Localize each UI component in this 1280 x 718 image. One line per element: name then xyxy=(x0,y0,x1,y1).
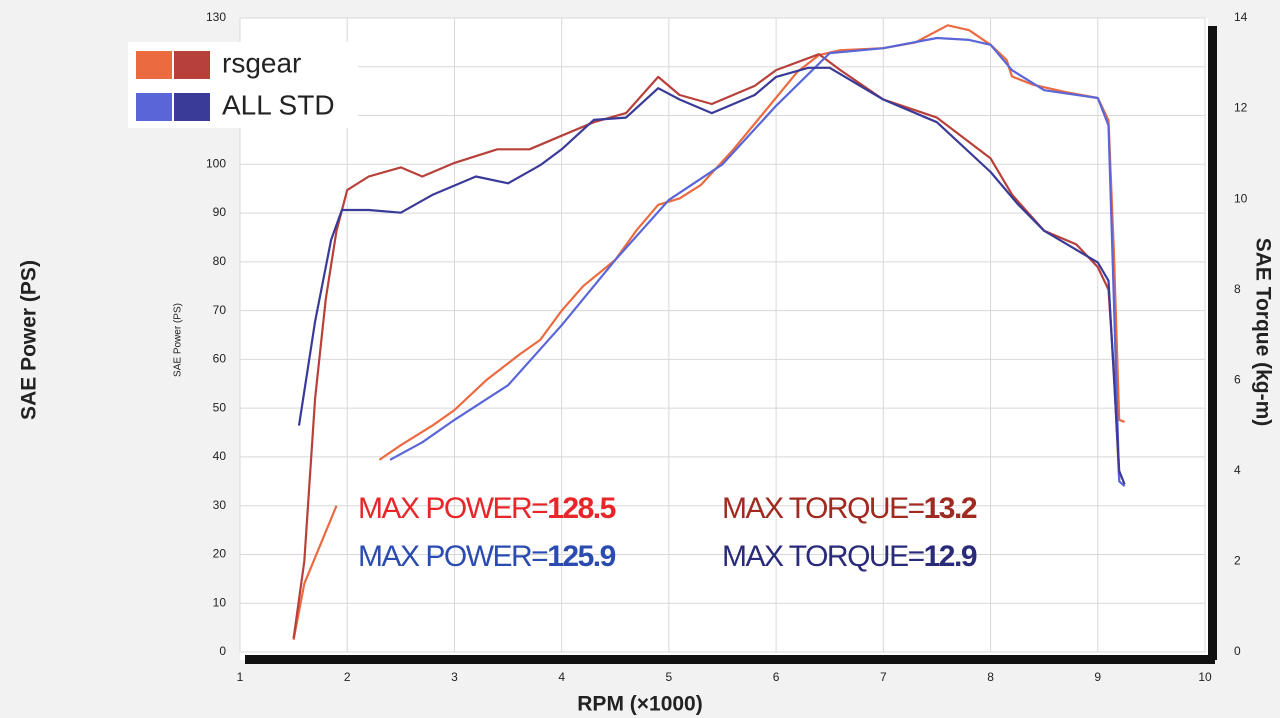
y-tick-label: 100 xyxy=(206,156,226,170)
y-tick-label: 20 xyxy=(213,547,227,561)
y2-tick-label: 10 xyxy=(1234,191,1248,205)
legend-swatch xyxy=(136,93,172,121)
annotation-value: 13.2 xyxy=(924,492,977,525)
y-tick-label: 50 xyxy=(213,400,227,414)
x-tick-label: 9 xyxy=(1094,670,1101,684)
y-tick-label: 40 xyxy=(213,449,227,463)
x-tick-label: 10 xyxy=(1198,670,1212,684)
y-tick-label: 0 xyxy=(219,644,226,658)
plot-area xyxy=(240,18,1208,660)
annotation-value: 125.9 xyxy=(547,540,615,573)
y2-tick-label: 4 xyxy=(1234,463,1241,477)
y2-tick-label: 2 xyxy=(1234,554,1241,568)
curve xyxy=(389,36,1126,488)
inner-y-label: SAE Power (PS) xyxy=(173,303,184,377)
legend-swatch xyxy=(174,93,210,121)
grid: 1234567891001020304050607080901001101201… xyxy=(206,10,1248,684)
x-tick-label: 1 xyxy=(237,670,244,684)
annotation-label: MAX POWER= xyxy=(358,492,548,525)
legend-swatch xyxy=(136,51,172,79)
y2-tick-label: 6 xyxy=(1234,372,1241,386)
legend-label: rsgear xyxy=(222,47,301,78)
annotation: MAX POWER=128.5 xyxy=(358,492,616,525)
annotation-value: 12.9 xyxy=(924,540,977,573)
y2-tick-label: 14 xyxy=(1234,10,1248,24)
y-tick-label: 60 xyxy=(213,352,227,366)
x-axis-bar xyxy=(245,655,1215,664)
x-tick-label: 6 xyxy=(773,670,780,684)
x-tick-label: 8 xyxy=(987,670,994,684)
y-tick-label: 90 xyxy=(213,205,227,219)
annotation-value: 128.5 xyxy=(547,492,615,525)
y2-tick-label: 12 xyxy=(1234,101,1248,115)
annotation-label: MAX TORQUE= xyxy=(722,492,925,525)
y-tick-label: 30 xyxy=(213,498,227,512)
annotation: MAX TORQUE=13.2 xyxy=(722,492,977,525)
x-tick-label: 5 xyxy=(666,670,673,684)
annotation-label: MAX POWER= xyxy=(358,540,548,573)
annotation-label: MAX TORQUE= xyxy=(722,540,925,573)
x-tick-label: 2 xyxy=(344,670,351,684)
y2-tick-label: 0 xyxy=(1234,644,1241,658)
y-tick-label: 80 xyxy=(213,254,227,268)
x-tick-label: 7 xyxy=(880,670,887,684)
annotation: MAX TORQUE=12.9 xyxy=(722,540,977,573)
x-tick-label: 4 xyxy=(558,670,565,684)
legend-label: ALL STD xyxy=(222,89,335,120)
y2-axis-label: SAE Torque (kg-m) xyxy=(1251,238,1274,427)
curve xyxy=(297,66,1126,485)
y-axis-label: SAE Power (PS) xyxy=(18,260,41,420)
y-tick-label: 130 xyxy=(206,10,226,24)
lines xyxy=(292,24,1126,641)
x-axis-label: RPM (×1000) xyxy=(577,693,702,716)
legend: rsgear ALL STD xyxy=(136,47,335,121)
y-tick-label: 70 xyxy=(213,303,227,317)
x-tick-label: 3 xyxy=(451,670,458,684)
y2-tick-label: 8 xyxy=(1234,282,1241,296)
right-axis-bar xyxy=(1208,26,1217,660)
annotation: MAX POWER=125.9 xyxy=(358,540,616,573)
y-tick-label: 10 xyxy=(213,595,227,609)
legend-swatch xyxy=(174,51,210,79)
